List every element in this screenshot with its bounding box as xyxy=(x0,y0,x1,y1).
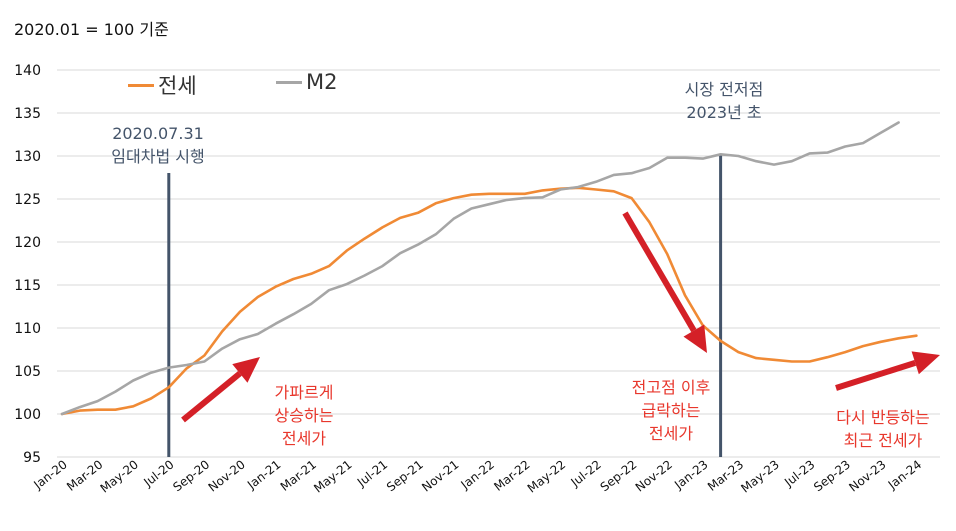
x-tick-label: Sep-20 xyxy=(170,457,212,494)
x-tick-label: Mar-20 xyxy=(64,457,105,494)
annotation-line: 다시 반등하는 xyxy=(836,408,930,427)
y-tick-label: 115 xyxy=(14,278,41,294)
x-tick-label: Mar-22 xyxy=(491,457,532,494)
y-tick-label: 95 xyxy=(23,450,41,466)
event-lines xyxy=(167,154,723,457)
event-label-market-bottom: 시장 전저점 2023년 초 xyxy=(664,78,784,124)
event-label-line: 2023년 초 xyxy=(686,103,762,122)
x-tick-label: Nov-21 xyxy=(419,457,461,494)
annotation-line: 전세가 xyxy=(648,424,694,443)
event-label-line: 임대차법 시행 xyxy=(111,147,205,166)
series-line-m2 xyxy=(60,121,900,416)
legend-swatch-m2 xyxy=(276,80,302,84)
series-lines xyxy=(60,121,918,416)
y-tick-label: 100 xyxy=(14,407,41,423)
y-tick-label: 110 xyxy=(14,321,41,337)
arrow-head xyxy=(232,357,260,383)
legend-label-jeonse: 전세 xyxy=(158,74,197,98)
y-axis-ticks: 95 100 105 110 115 120 125 130 135 140 xyxy=(14,63,41,466)
x-tick-label: Mar-21 xyxy=(278,457,319,494)
gridlines xyxy=(57,69,940,458)
legend-label-m2: M2 xyxy=(306,70,338,94)
arrow-steep-rise xyxy=(181,357,260,423)
x-tick-label: Jan-22 xyxy=(458,457,497,492)
annotation-sharp-drop: 전고점 이후 급락하는 전세가 xyxy=(616,376,726,445)
x-tick-label: Nov-23 xyxy=(846,457,888,494)
annotation-steep-rise: 가파르게 상승하는 전세가 xyxy=(252,381,356,450)
annotation-line: 최근 전세가 xyxy=(843,431,923,450)
x-tick-label: Jan-21 xyxy=(244,457,283,492)
x-tick-label: Sep-22 xyxy=(598,457,640,494)
event-label-lease-law: 2020.07.31 임대차법 시행 xyxy=(98,122,218,168)
unit-note: 2020.01 = 100 기준 xyxy=(14,20,169,39)
annotation-line: 전세가 xyxy=(281,429,327,448)
x-tick-label: Sep-23 xyxy=(811,457,853,494)
arrow-shaft xyxy=(622,211,697,333)
arrow-rebound xyxy=(835,351,940,391)
arrow-shaft xyxy=(835,360,917,391)
annotation-line: 급락하는 xyxy=(641,401,701,420)
arrow-head xyxy=(911,351,940,375)
arrow-head xyxy=(683,324,707,353)
x-tick-label: May-23 xyxy=(738,457,781,495)
annotation-line: 상승하는 xyxy=(274,406,334,425)
x-tick-label: Mar-23 xyxy=(705,457,746,494)
annotation-rebound: 다시 반등하는 최근 전세가 xyxy=(818,406,948,452)
y-tick-label: 140 xyxy=(14,63,41,79)
x-tick-label: Nov-22 xyxy=(633,457,675,494)
x-tick-label: Nov-20 xyxy=(206,457,248,494)
annotation-line: 가파르게 xyxy=(274,383,334,402)
event-label-line: 시장 전저점 xyxy=(684,80,764,99)
x-tick-label: Jan-23 xyxy=(671,457,710,492)
event-label-line: 2020.07.31 xyxy=(112,124,204,143)
trend-arrows xyxy=(181,211,940,423)
y-tick-label: 120 xyxy=(14,235,41,251)
legend-swatch-jeonse xyxy=(128,83,154,87)
arrow-shaft xyxy=(181,371,242,423)
y-tick-label: 130 xyxy=(14,149,41,165)
x-tick-label: May-21 xyxy=(311,457,354,495)
x-tick-label: May-20 xyxy=(98,457,141,495)
x-tick-label: May-22 xyxy=(525,457,568,495)
x-tick-label: Sep-21 xyxy=(384,457,426,494)
x-tick-label: Jan-24 xyxy=(885,457,924,492)
y-tick-label: 135 xyxy=(14,106,41,122)
y-tick-label: 125 xyxy=(14,192,41,208)
y-tick-label: 105 xyxy=(14,364,41,380)
series-line-jeonse xyxy=(60,186,918,416)
legend-item-jeonse: 전세 xyxy=(128,70,197,100)
legend-item-m2: M2 xyxy=(276,70,337,94)
annotation-line: 전고점 이후 xyxy=(631,378,711,397)
arrow-sharp-drop xyxy=(622,211,707,353)
